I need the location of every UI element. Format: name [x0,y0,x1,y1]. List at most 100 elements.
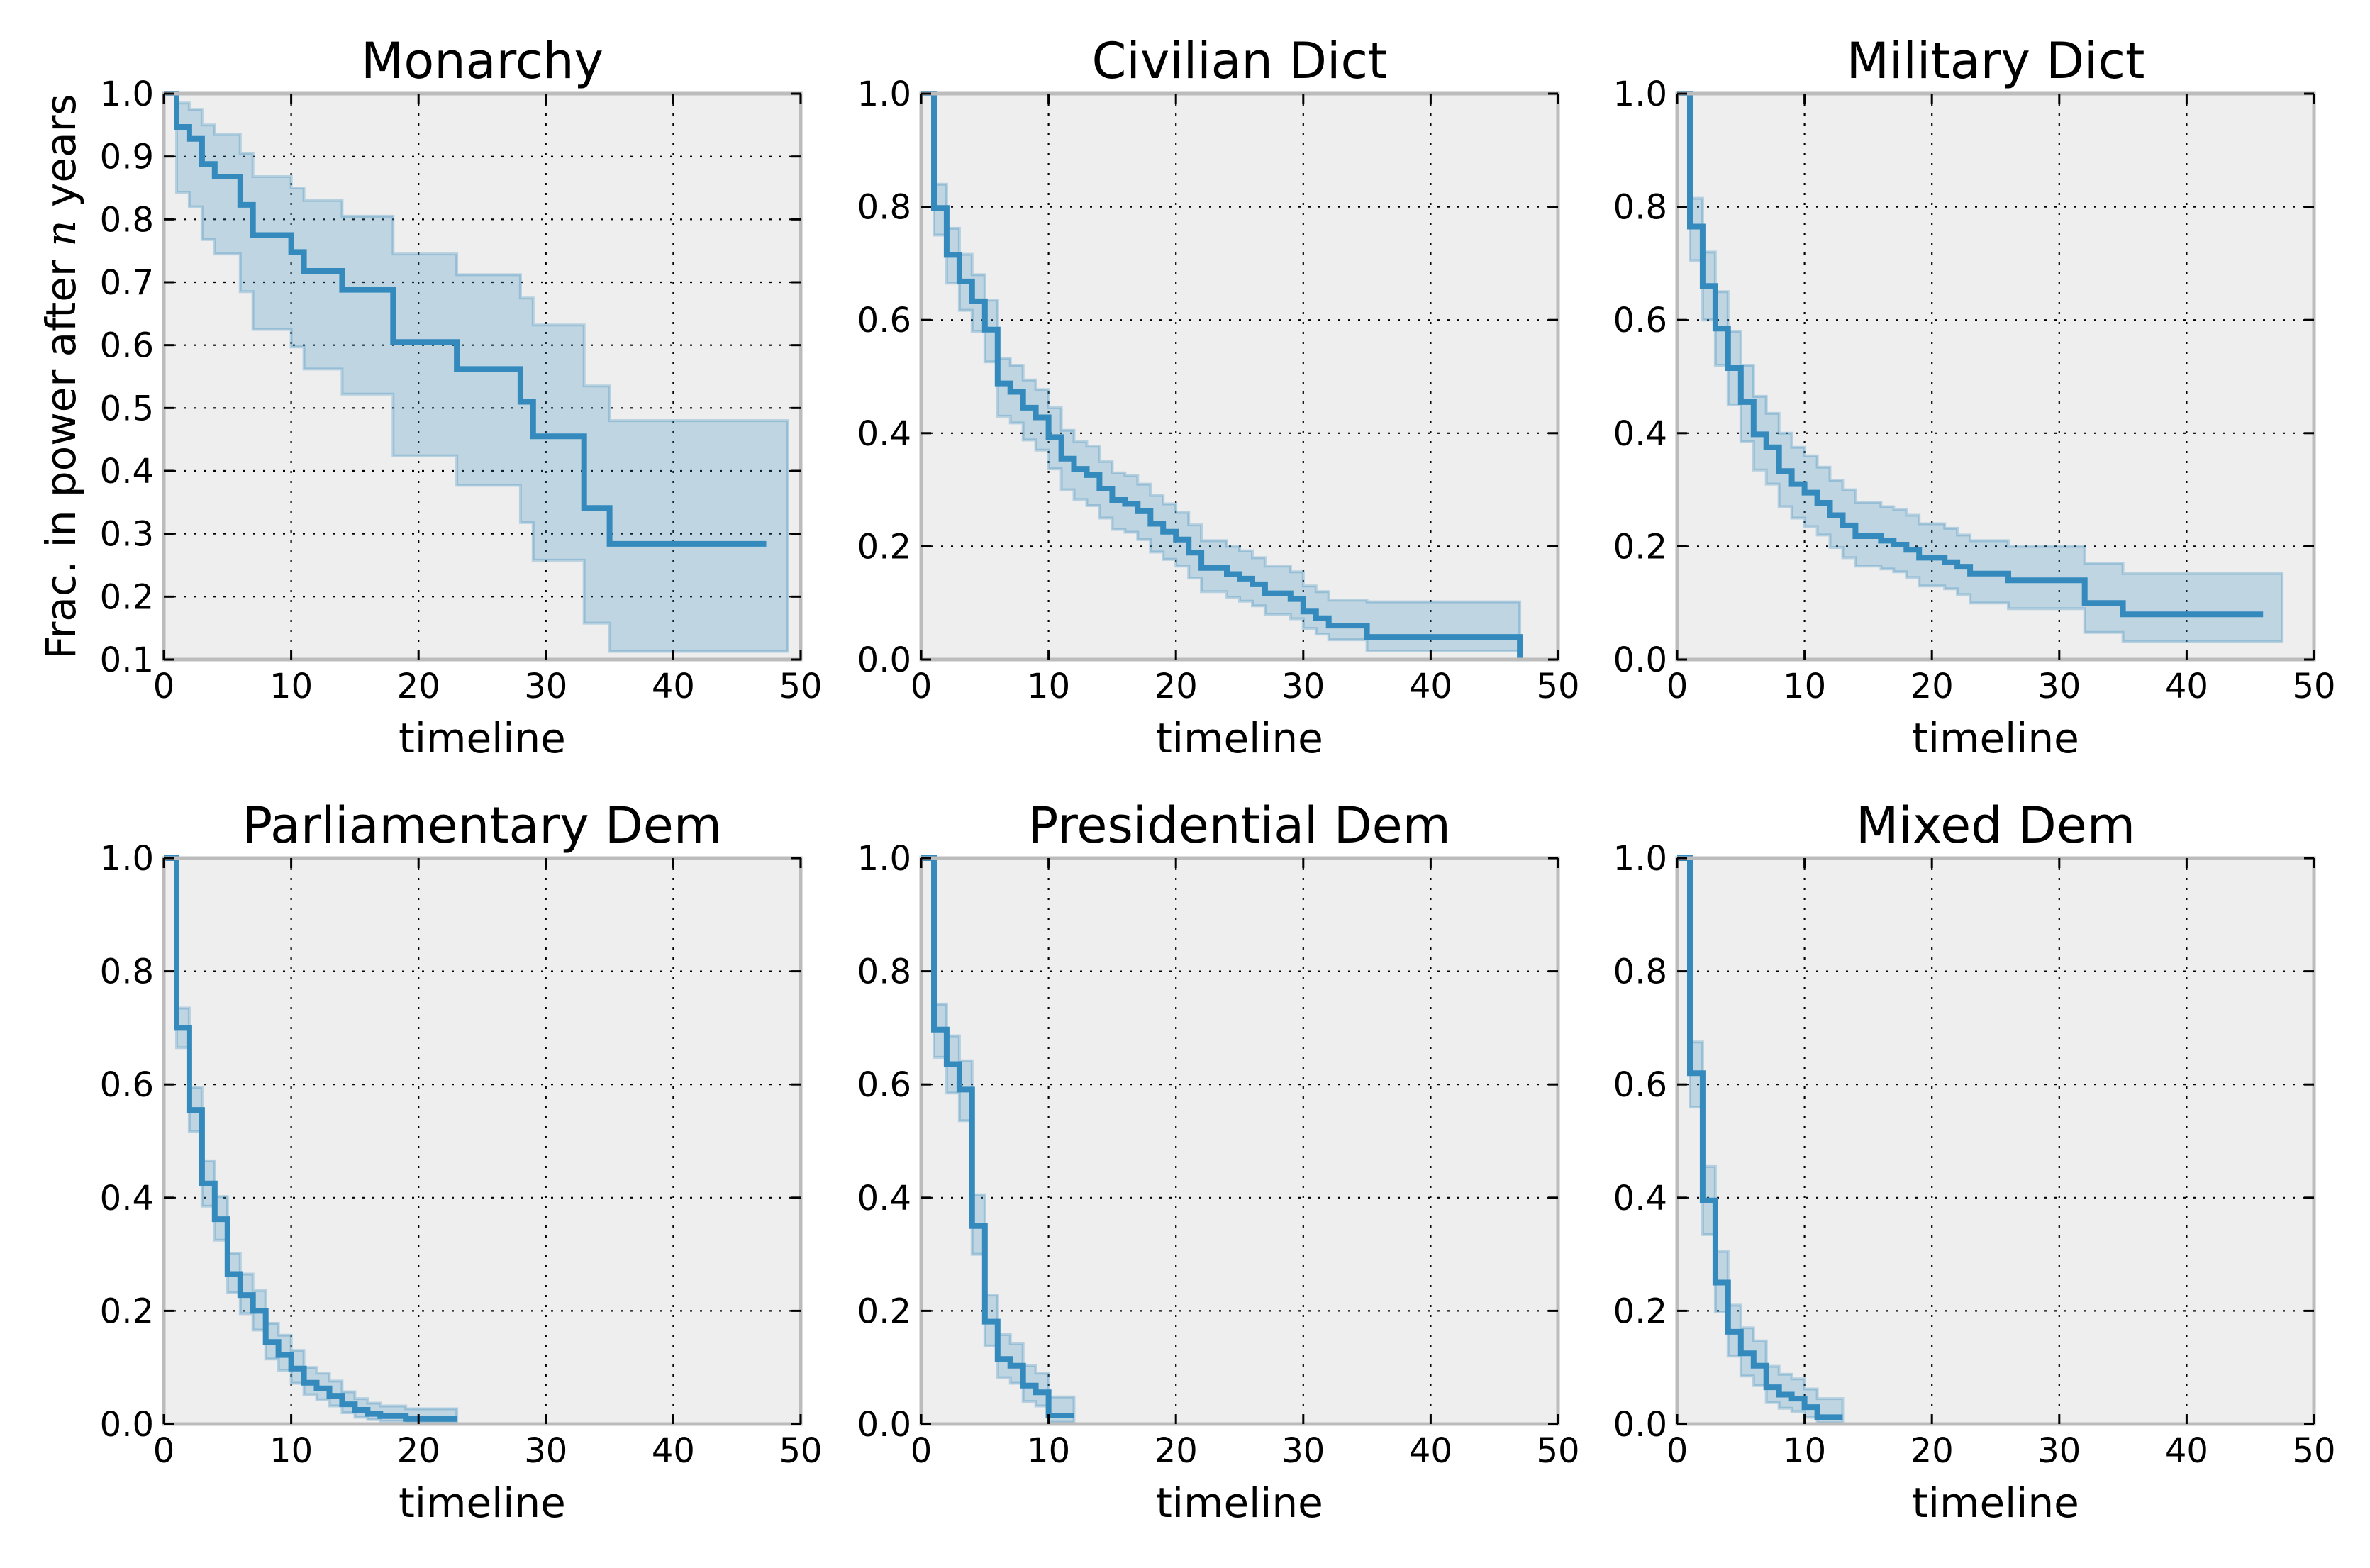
y-tick-label: 0.6 [857,301,911,340]
y-tick-label: 0.6 [1613,1065,1667,1105]
y-tick-label: 0.0 [1613,640,1667,680]
axes-frame [1675,856,2316,1426]
y-tick-label: 0.2 [1613,1291,1667,1331]
x-tick-label: 50 [779,1431,822,1471]
y-axis-label: Frac. in power after n years [37,94,85,659]
y-tick-label: 0.4 [857,1179,911,1218]
x-tick-label: 50 [1536,667,1579,706]
x-tick-label: 10 [1783,1431,1826,1471]
x-tick-label: 0 [153,667,175,706]
panel-mixed-dem: 0 10 20 30 40 50 0.0 0.2 0.4 0.6 0.8 1.0 Mixed Dem ti… [1613,796,2336,1527]
survival-curve [921,855,1074,1418]
y-tick-label: 0.0 [857,640,911,680]
y-tick-label: 0.5 [100,389,154,428]
y-tick-label: 0.2 [857,527,911,567]
y-tick-label: 0.0 [857,1405,911,1445]
x-tick-label: 50 [2292,667,2335,706]
y-tick-label: 0.6 [100,326,154,366]
x-tick-label: 40 [2165,667,2208,706]
y-tick-label: 1.0 [100,74,154,114]
x-tick-label: 20 [397,1431,440,1471]
y-tick-label: 0.7 [100,263,154,303]
x-tick-label: 20 [1155,1431,1198,1471]
y-tick-label: 0.4 [100,1179,154,1218]
panel-title: Monarchy [361,32,603,90]
y-tick-label: 0.6 [100,1065,154,1105]
survival-curve [1677,91,2264,618]
axes-frame [919,856,1560,1426]
y-tick-label: 0.1 [100,640,154,680]
panel-title: Mixed Dem [1856,796,2135,855]
x-tick-label: 50 [779,667,822,706]
x-tick-label: 10 [269,667,313,706]
y-tick-label: 0.2 [100,1291,154,1331]
x-tick-label: 20 [1910,1431,1954,1471]
x-axis-label: timeline [399,714,566,762]
y-tick-label: 0.0 [100,1405,154,1445]
x-tick-label: 30 [1281,667,1325,706]
y-tick-label: 0.4 [1613,414,1667,454]
axes-background [164,94,801,660]
x-tick-label: 30 [2037,1431,2081,1471]
y-tick-label: 1.0 [100,839,154,879]
x-tick-label: 10 [269,1431,313,1471]
axes-background [921,94,1558,660]
panel-monarchy: 0 10 20 30 40 50 0.1 0.2 0.3 0.4 0.5 0.6 0.7 0.8 0.9 1.… [100,32,823,762]
x-tick-label: 30 [524,667,567,706]
x-axis-label: timeline [1912,1479,2079,1527]
axes-background [1677,94,2314,660]
y-tick-label: 0.8 [857,188,911,228]
x-tick-label: 40 [1409,1431,1452,1471]
y-tick-label: 1.0 [1613,74,1667,114]
axes-frame [162,91,803,662]
x-tick-label: 10 [1027,667,1070,706]
y-tick-label: 0.8 [100,952,154,992]
y-axis-label-n: n [37,220,85,246]
x-tick-label: 10 [1027,1431,1070,1471]
axes-background [921,858,1558,1424]
y-tick-label: 0.8 [100,200,154,240]
y-tick-label: 1.0 [857,839,911,879]
y-tick-label: 0.6 [857,1065,911,1105]
y-axis-label-part1: Frac. in power after [37,247,85,660]
axes-background [1677,858,2314,1424]
x-tick-label: 30 [1281,1431,1325,1471]
x-tick-label: 40 [2165,1431,2208,1471]
x-tick-label: 20 [397,667,440,706]
y-tick-label: 0.9 [100,138,154,177]
panel-title: Military Dict [1847,32,2145,90]
panel-parliamentary-dem: 0 10 20 30 40 50 0.0 0.2 0.4 0.6 0.8 1.0 Parliamenta… [100,796,823,1527]
x-tick-label: 40 [1409,667,1452,706]
y-tick-label: 0.8 [857,952,911,992]
survival-curve [164,855,457,1422]
x-tick-label: 20 [1910,667,1954,706]
survival-curve [164,91,767,547]
confidence-band [164,92,789,653]
x-tick-label: 30 [524,1431,567,1471]
x-tick-label: 40 [652,1431,695,1471]
panel-military-dict: 0 10 20 30 40 50 0.0 0.2 0.4 0.6 0.8 1.0 Military Di… [1613,32,2336,762]
y-tick-label: 0.4 [857,414,911,454]
y-tick-label: 0.6 [1613,301,1667,340]
x-tick-label: 0 [1667,1431,1689,1471]
x-axis-label: timeline [399,1479,566,1527]
x-tick-label: 20 [1155,667,1198,706]
x-tick-label: 40 [652,667,695,706]
x-tick-label: 30 [2037,667,2081,706]
x-tick-label: 0 [1667,667,1689,706]
axes-frame [919,91,1560,662]
x-tick-label: 10 [1783,667,1826,706]
confidence-band [164,857,459,1425]
y-tick-label: 0.2 [1613,527,1667,567]
survival-curve [1677,855,1843,1420]
x-axis-label: timeline [1912,714,2079,762]
y-tick-label: 0.8 [1613,952,1667,992]
x-tick-label: 0 [911,667,933,706]
axes-frame [1675,91,2316,662]
y-tick-label: 0.8 [1613,188,1667,228]
y-tick-label: 1.0 [857,74,911,114]
x-tick-label: 0 [153,1431,175,1471]
survival-curve [921,91,1523,660]
y-axis-label-part2: years [37,94,85,220]
